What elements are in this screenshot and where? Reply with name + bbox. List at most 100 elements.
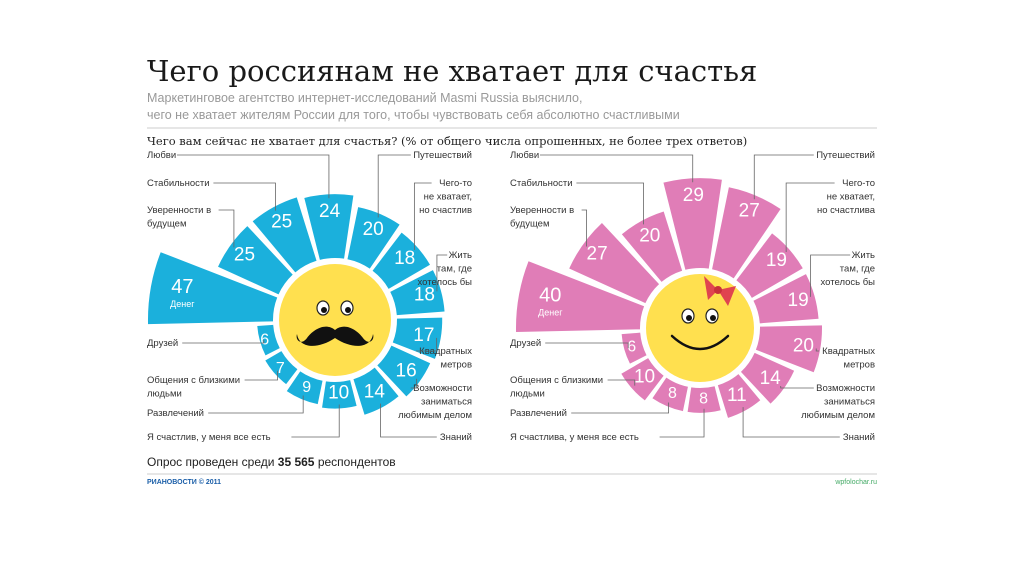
value-label: 14 (364, 382, 386, 403)
bow-knot (714, 286, 722, 294)
value-label: 27 (587, 244, 608, 265)
bar-men-11 (286, 371, 323, 405)
category-label: будущем (510, 219, 549, 230)
category-label: Друзей (147, 338, 178, 349)
category-label: Развлечений (510, 408, 567, 419)
mustache-icon (296, 326, 374, 346)
value-label: 20 (639, 225, 660, 246)
leader-line (410, 378, 418, 389)
bar-men-10 (322, 380, 357, 409)
leader-line (380, 403, 437, 438)
leader-line (413, 182, 432, 250)
category-label: Путешествий (816, 150, 875, 161)
bar-men-9 (353, 367, 399, 415)
leader-line (571, 402, 670, 414)
value-label: 18 (394, 248, 415, 269)
leader-line (177, 154, 330, 199)
category-label: но счастлив (419, 205, 472, 216)
value-label: 8 (699, 390, 708, 407)
category-label: Друзей (510, 338, 541, 349)
category-label: будущем (147, 219, 186, 230)
bar-men-13 (257, 324, 280, 356)
category-label: Любви (510, 150, 539, 161)
value-label: 47 (171, 276, 193, 298)
value-label: 8 (668, 385, 677, 402)
subtitle-line-1: Маркетинговое агентство интернет-исследо… (147, 91, 582, 105)
category-label: Общения с близкими (510, 375, 603, 386)
bar-women-4 (712, 187, 781, 279)
category-label: метров (844, 360, 875, 371)
smiley-face (646, 274, 754, 382)
category-label: людьми (510, 389, 545, 400)
category-label: Чего-то (439, 178, 472, 189)
bar-men-2 (252, 197, 317, 273)
value-label: 18 (414, 284, 435, 305)
bar-women-0 (516, 261, 645, 333)
leader-line (581, 209, 587, 247)
smiley-face (279, 264, 391, 376)
leader-line (218, 209, 235, 248)
category-label: Возможности (816, 383, 875, 394)
leader-line (213, 182, 276, 211)
leader-line (208, 395, 304, 414)
category-label: Уверенности в (147, 205, 211, 216)
question: Чего вам сейчас не хватает для счастья? … (147, 134, 747, 148)
survey-note: Опрос проведен среди 35 565 респондентов (147, 455, 396, 469)
value-label: 19 (766, 250, 787, 271)
category-label: Жить (852, 250, 875, 261)
bar-men-6 (390, 270, 445, 316)
bar-women-6 (753, 274, 819, 324)
category-label: Знаний (440, 432, 472, 443)
bar-women-3 (663, 178, 722, 270)
bar-women-7 (755, 325, 823, 373)
bar-men-0 (147, 252, 278, 325)
category-label: Знаний (843, 432, 875, 443)
category-label: Денег (170, 299, 195, 309)
value-label: 29 (683, 185, 704, 206)
leader-line (815, 348, 819, 352)
bar-men-3 (304, 194, 354, 260)
bar-women-9 (717, 374, 761, 418)
leader-line (182, 340, 265, 344)
bar-women-11 (652, 377, 688, 412)
category-label: любимым делом (398, 410, 472, 421)
value-label: 20 (793, 336, 814, 357)
bar-men-5 (372, 232, 430, 289)
category-label: хотелось бы (418, 277, 473, 288)
category-label: Квадратных (822, 346, 875, 357)
category-label: Любви (147, 150, 176, 161)
category-label: там, где (840, 264, 875, 275)
value-label: 6 (627, 339, 636, 356)
pupil (321, 307, 327, 313)
value-label: 7 (276, 360, 285, 377)
category-label: заниматься (824, 397, 875, 408)
category-label: не хватает, (424, 192, 472, 203)
value-label: 25 (234, 244, 255, 265)
category-label: Путешествий (413, 150, 472, 161)
category-label: людьми (147, 389, 182, 400)
value-label: 11 (727, 385, 747, 406)
category-label: Я счастлив, у меня все есть (147, 432, 271, 443)
survey-prefix: Опрос проведен среди (147, 455, 278, 469)
category-label: Чего-то (842, 178, 875, 189)
leader-line (291, 404, 340, 438)
category-label: Возможности (413, 383, 472, 394)
value-label: 6 (260, 331, 269, 348)
bar-men-12 (265, 351, 298, 385)
bar-women-13 (621, 332, 647, 364)
category-label: Общения с близкими (147, 375, 240, 386)
category-label: метров (441, 360, 472, 371)
category-label: но счастлива (817, 205, 876, 216)
leader-line (545, 342, 629, 349)
bar-women-1 (569, 222, 660, 304)
category-label: Я счастлива, у меня все есть (510, 432, 639, 443)
leader-line (416, 337, 438, 352)
category-label: там, где (437, 264, 472, 275)
value-label: 20 (363, 219, 384, 240)
value-label: 25 (271, 212, 292, 233)
category-label: Квадратных (419, 346, 472, 357)
leader-line (540, 154, 694, 183)
source-logo: РИАНОВОСТИ © 2011 (147, 478, 221, 486)
